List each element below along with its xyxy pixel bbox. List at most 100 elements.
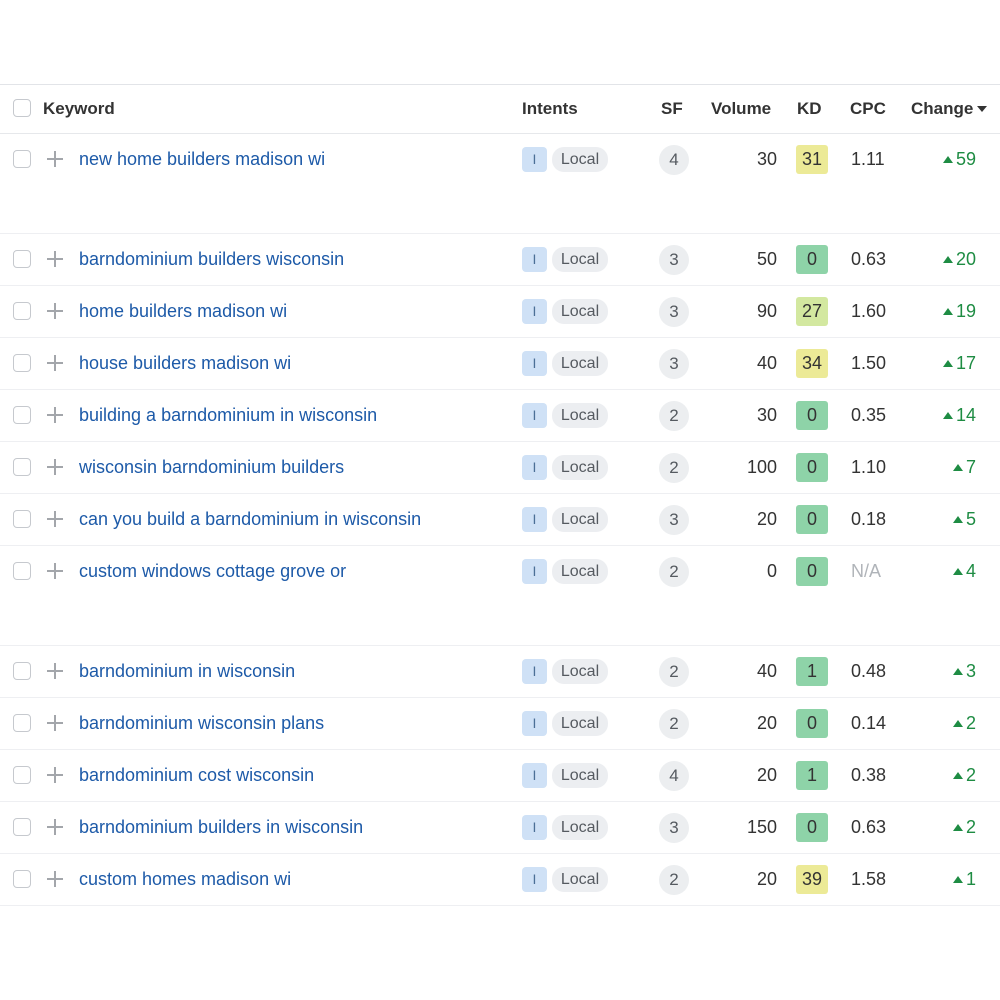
volume-value: 100 [746,457,777,477]
row-checkbox[interactable] [13,250,31,268]
add-keyword-icon[interactable] [44,660,66,682]
add-keyword-icon[interactable] [44,712,66,734]
keyword-link[interactable]: new home builders madison wi [79,149,326,169]
add-keyword-icon[interactable] [44,404,66,426]
header-sf[interactable]: SF [661,99,683,118]
serp-features-count[interactable]: 2 [659,453,689,483]
kd-badge: 0 [796,813,828,842]
header-change-label: Change [911,99,974,118]
serp-features-count[interactable]: 4 [659,145,689,175]
serp-features-count[interactable]: 2 [659,557,689,587]
intent-badge: I [522,763,547,788]
arrow-up-icon [942,412,953,419]
header-intents[interactable]: Intents [522,99,578,118]
change-number: 17 [955,353,976,373]
row-checkbox[interactable] [13,714,31,732]
add-keyword-icon[interactable] [44,352,66,374]
keyword-link[interactable]: wisconsin barndominium builders [79,457,345,477]
keyword-link[interactable]: custom windows cottage grove or [79,561,347,581]
serp-features-count[interactable]: 3 [659,349,689,379]
row-checkbox[interactable] [13,562,31,580]
keyword-link[interactable]: barndominium wisconsin plans [79,713,325,733]
kd-badge: 0 [796,245,828,274]
serp-features-count[interactable]: 2 [659,709,689,739]
row-checkbox[interactable] [13,302,31,320]
row-checkbox[interactable] [13,150,31,168]
intent-badge: I [522,351,547,376]
cpc-value: 0.48 [851,661,887,681]
change-value: 2 [952,698,976,749]
row-checkbox[interactable] [13,870,31,888]
local-tag: Local [552,867,608,892]
arrow-up-icon [952,876,963,883]
change-number: 2 [965,713,976,733]
keyword-link[interactable]: can you build a barndominium in wisconsi… [79,509,422,529]
cpc-value: 0.63 [851,249,887,269]
header-kd[interactable]: KD [797,99,822,118]
add-keyword-icon[interactable] [44,508,66,530]
intent-badge: I [522,867,547,892]
intent-badge: I [522,815,547,840]
row-checkbox[interactable] [13,510,31,528]
add-keyword-icon[interactable] [44,560,66,582]
local-tag: Local [552,659,608,684]
keyword-link[interactable]: building a barndominium in wisconsin [79,405,378,425]
keyword-link[interactable]: barndominium builders wisconsin [79,249,345,269]
change-value: 14 [942,390,976,441]
serp-features-count[interactable]: 3 [659,813,689,843]
volume-value: 30 [756,405,777,425]
change-value: 7 [952,442,976,493]
keyword-link[interactable]: house builders madison wi [79,353,292,373]
keyword-link[interactable]: custom homes madison wi [79,869,292,889]
table-row: custom windows cottage grove or I Local … [0,546,1000,646]
header-cpc[interactable]: CPC [850,99,886,118]
intent-badge: I [522,299,547,324]
add-keyword-icon[interactable] [44,456,66,478]
change-value: 59 [942,134,976,185]
row-checkbox[interactable] [13,458,31,476]
table-row: barndominium builders in wisconsin I Loc… [0,802,1000,854]
row-checkbox[interactable] [13,354,31,372]
add-keyword-icon[interactable] [44,148,66,170]
cpc-value: 0.35 [851,405,887,425]
add-keyword-icon[interactable] [44,248,66,270]
keyword-link[interactable]: barndominium builders in wisconsin [79,817,364,837]
local-tag: Local [552,559,608,584]
serp-features-count[interactable]: 2 [659,657,689,687]
change-number: 2 [965,817,976,837]
row-checkbox[interactable] [13,662,31,680]
kd-badge: 31 [796,145,828,174]
serp-features-count[interactable]: 2 [659,865,689,895]
add-keyword-icon[interactable] [44,764,66,786]
header-change[interactable]: Change [911,85,988,133]
serp-features-count[interactable]: 4 [659,761,689,791]
change-value: 2 [952,802,976,853]
intent-badge: I [522,147,547,172]
serp-features-count[interactable]: 2 [659,401,689,431]
header-keyword[interactable]: Keyword [43,99,115,118]
add-keyword-icon[interactable] [44,868,66,890]
row-checkbox[interactable] [13,818,31,836]
add-keyword-icon[interactable] [44,816,66,838]
keywords-table: Keyword Intents SF Volume KD CPC Change … [0,84,1000,906]
keyword-link[interactable]: barndominium cost wisconsin [79,765,315,785]
local-tag: Local [552,507,608,532]
keyword-link[interactable]: home builders madison wi [79,301,288,321]
change-value: 5 [952,494,976,545]
kd-badge: 0 [796,505,828,534]
keyword-link[interactable]: barndominium in wisconsin [79,661,296,681]
cpc-value: 1.11 [851,149,885,169]
serp-features-count[interactable]: 3 [659,297,689,327]
change-value: 19 [942,286,976,337]
add-keyword-icon[interactable] [44,300,66,322]
row-checkbox[interactable] [13,766,31,784]
change-number: 3 [965,661,976,681]
header-volume[interactable]: Volume [711,99,772,118]
volume-value: 20 [756,869,777,889]
row-checkbox[interactable] [13,406,31,424]
serp-features-count[interactable]: 3 [659,245,689,275]
select-all-checkbox[interactable] [13,99,31,117]
arrow-up-icon [952,668,963,675]
cpc-value: 0.63 [851,817,887,837]
serp-features-count[interactable]: 3 [659,505,689,535]
